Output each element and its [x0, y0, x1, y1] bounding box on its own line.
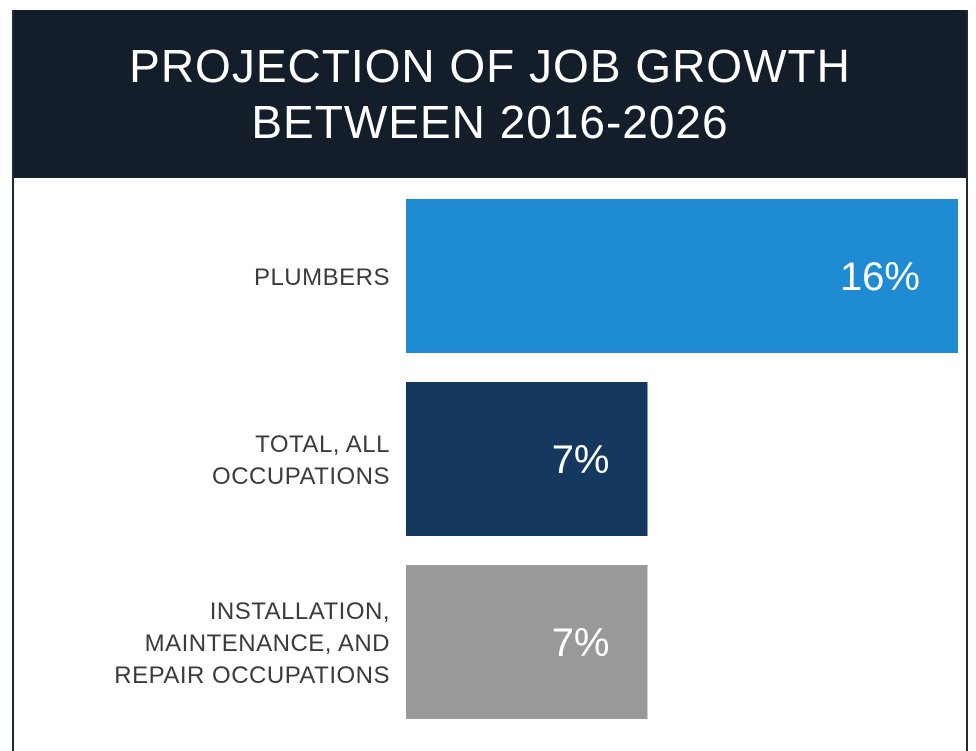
bar-2 [406, 565, 648, 719]
bar-0 [406, 199, 958, 353]
chart-frame: PROJECTION OF JOB GROWTH BETWEEN 2016-20… [12, 10, 968, 751]
bar-value-label-2: 7% [552, 621, 610, 665]
category-label-2-line-0: INSTALLATION, [210, 598, 390, 625]
bar-1 [406, 382, 648, 536]
category-label-1-line-1: OCCUPATIONS [212, 463, 390, 490]
chart-title-line-1: PROJECTION OF JOB GROWTH [129, 40, 851, 92]
chart-title-line-2: BETWEEN 2016-2026 [251, 96, 729, 148]
category-label-2-line-1: MAINTENANCE, AND [145, 630, 390, 657]
category-label-1-line-0: TOTAL, ALL [255, 431, 390, 458]
chart-header: PROJECTION OF JOB GROWTH BETWEEN 2016-20… [14, 10, 966, 178]
category-label-0-line-0: PLUMBERS [254, 264, 390, 291]
bar-value-label-0: 16% [840, 255, 920, 299]
category-label-2-line-2: REPAIR OCCUPATIONS [114, 662, 390, 689]
bar-value-label-1: 7% [552, 438, 610, 482]
